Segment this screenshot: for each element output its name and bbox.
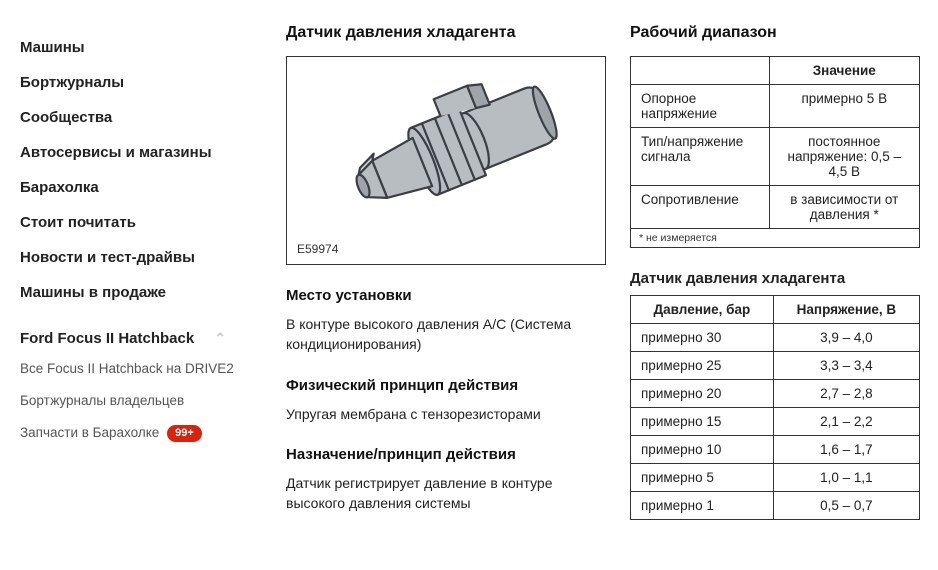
content: Датчик давления хладагента bbox=[248, 0, 938, 570]
table-row: примерно 10,5 – 0,7 bbox=[631, 492, 920, 520]
td-param: Опорное напряжение bbox=[631, 85, 770, 128]
table-row: Значение bbox=[631, 57, 920, 85]
nav-model-header[interactable]: Ford Focus II Hatchback ⌃ bbox=[20, 324, 248, 353]
td-pressure: примерно 1 bbox=[631, 492, 774, 520]
td-pressure: примерно 15 bbox=[631, 408, 774, 436]
sub-parts[interactable]: Запчасти в Барахолке 99+ bbox=[20, 417, 248, 449]
nav-item-services[interactable]: Автосервисы и магазины bbox=[20, 135, 248, 170]
table-row: примерно 303,9 – 4,0 bbox=[631, 324, 920, 352]
section-text-principle: Упругая мембрана с тензорезисторами bbox=[286, 404, 606, 424]
td-param: Тип/напряжение сигнала bbox=[631, 128, 770, 186]
content-right: Рабочий диапазон Значение Опорное напряж… bbox=[630, 24, 920, 570]
td-voltage: 3,9 – 4,0 bbox=[773, 324, 919, 352]
td-pressure: примерно 5 bbox=[631, 464, 774, 492]
th-value: Значение bbox=[769, 57, 919, 85]
td-pressure: примерно 25 bbox=[631, 352, 774, 380]
article-title: Датчик давления хладагента bbox=[286, 24, 606, 42]
nav-item-cars[interactable]: Машины bbox=[20, 30, 248, 65]
pv-table-title: Датчик давления хладагента bbox=[630, 270, 920, 287]
td-param: Сопротивление bbox=[631, 186, 770, 229]
nav-item-news[interactable]: Новости и тест-драйвы bbox=[20, 240, 248, 275]
sub-all-focus[interactable]: Все Focus II Hatchback на DRIVE2 bbox=[20, 353, 248, 385]
sidebar: Машины Бортжурналы Сообщества Автосервис… bbox=[0, 0, 248, 570]
nav-primary: Машины Бортжурналы Сообщества Автосервис… bbox=[20, 30, 248, 310]
td-voltage: 3,3 – 3,4 bbox=[773, 352, 919, 380]
section-title-location: Место установки bbox=[286, 287, 606, 304]
td-voltage: 2,1 – 2,2 bbox=[773, 408, 919, 436]
td-pressure: примерно 20 bbox=[631, 380, 774, 408]
sub-owner-logs[interactable]: Бортжурналы владельцев bbox=[20, 385, 248, 417]
sensor-icon bbox=[305, 69, 585, 239]
nav-item-for-sale[interactable]: Машины в продаже bbox=[20, 275, 248, 310]
td-value: в зависимости от давления * bbox=[769, 186, 919, 229]
notification-badge: 99+ bbox=[167, 425, 202, 442]
td-voltage: 0,5 – 0,7 bbox=[773, 492, 919, 520]
table-footnote: * не измеряется bbox=[630, 229, 920, 248]
table-row: примерно 253,3 – 3,4 bbox=[631, 352, 920, 380]
nav-model-title: Ford Focus II Hatchback bbox=[20, 330, 194, 347]
operating-range-title: Рабочий диапазон bbox=[630, 24, 920, 42]
content-left: Датчик давления хладагента bbox=[286, 24, 606, 570]
table-row: Опорное напряжение примерно 5 В bbox=[631, 85, 920, 128]
nav-item-communities[interactable]: Сообщества bbox=[20, 100, 248, 135]
td-value: примерно 5 В bbox=[769, 85, 919, 128]
td-voltage: 1,6 – 1,7 bbox=[773, 436, 919, 464]
nav-secondary: Ford Focus II Hatchback ⌃ Все Focus II H… bbox=[20, 324, 248, 450]
figure-box: E59974 bbox=[286, 56, 606, 265]
table-row: Давление, бар Напряжение, В bbox=[631, 296, 920, 324]
table-row: примерно 51,0 – 1,1 bbox=[631, 464, 920, 492]
table-row: примерно 202,7 – 2,8 bbox=[631, 380, 920, 408]
sub-parts-label: Запчасти в Барахолке bbox=[20, 425, 159, 440]
figure-code: E59974 bbox=[297, 242, 338, 256]
nav-item-reading[interactable]: Стоит почитать bbox=[20, 205, 248, 240]
table-row: примерно 152,1 – 2,2 bbox=[631, 408, 920, 436]
th-voltage: Напряжение, В bbox=[773, 296, 919, 324]
td-pressure: примерно 30 bbox=[631, 324, 774, 352]
td-voltage: 2,7 – 2,8 bbox=[773, 380, 919, 408]
td-pressure: примерно 10 bbox=[631, 436, 774, 464]
pressure-voltage-table: Давление, бар Напряжение, В примерно 303… bbox=[630, 295, 920, 520]
section-title-principle: Физический принцип действия bbox=[286, 377, 606, 394]
table-row: Сопротивление в зависимости от давления … bbox=[631, 186, 920, 229]
section-title-purpose: Назначение/принцип действия bbox=[286, 446, 606, 463]
chevron-up-icon: ⌃ bbox=[214, 330, 248, 347]
nav-item-logbooks[interactable]: Бортжурналы bbox=[20, 65, 248, 100]
operating-range-table: Значение Опорное напряжение примерно 5 В… bbox=[630, 56, 920, 229]
section-text-location: В контуре высокого давления A/C (Система… bbox=[286, 314, 606, 355]
td-voltage: 1,0 – 1,1 bbox=[773, 464, 919, 492]
table-row: примерно 101,6 – 1,7 bbox=[631, 436, 920, 464]
td-value: постоянное напряжение: 0,5 – 4,5 В bbox=[769, 128, 919, 186]
nav-item-marketplace[interactable]: Барахолка bbox=[20, 170, 248, 205]
section-text-purpose: Датчик регистрирует давление в контуре в… bbox=[286, 473, 606, 514]
table-row: Тип/напряжение сигнала постоянное напряж… bbox=[631, 128, 920, 186]
th-pressure: Давление, бар bbox=[631, 296, 774, 324]
